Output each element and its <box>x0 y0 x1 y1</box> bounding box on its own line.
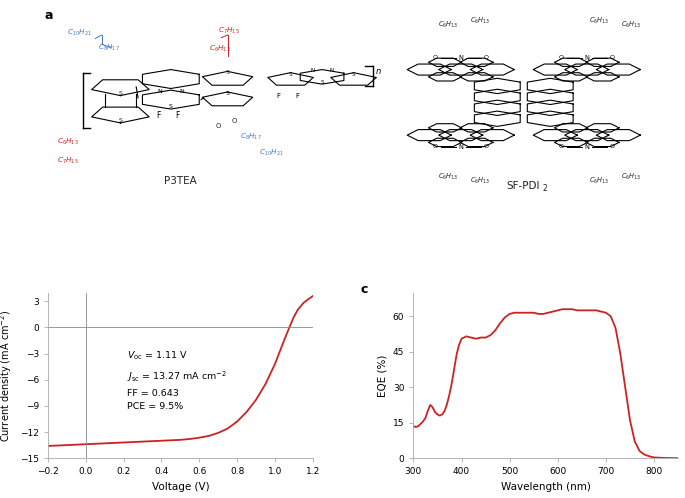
Text: $C_8H_{17}$: $C_8H_{17}$ <box>240 132 262 142</box>
Text: O: O <box>559 55 564 60</box>
Text: O: O <box>433 144 438 149</box>
Text: N: N <box>584 144 589 150</box>
Text: S: S <box>225 91 229 96</box>
Text: O: O <box>484 55 488 60</box>
Text: N: N <box>329 68 334 73</box>
Text: $C_6H_{13}$: $C_6H_{13}$ <box>469 16 490 26</box>
Text: $C_6H_{13}$: $C_6H_{13}$ <box>438 172 458 182</box>
Text: O: O <box>433 55 438 60</box>
X-axis label: Voltage (V): Voltage (V) <box>151 482 209 492</box>
Text: O: O <box>610 55 614 60</box>
Text: S: S <box>352 72 356 77</box>
Text: S: S <box>169 105 173 110</box>
Text: S: S <box>289 72 292 77</box>
Text: O: O <box>484 144 488 149</box>
Text: O: O <box>215 123 221 129</box>
Text: $C_6H_{13}$: $C_6H_{13}$ <box>589 16 610 26</box>
Text: $C_6H_{13}$: $C_6H_{13}$ <box>438 20 458 30</box>
Text: N: N <box>157 90 162 95</box>
Text: 2: 2 <box>543 184 547 193</box>
Text: $C_6H_{13}$: $C_6H_{13}$ <box>621 172 641 182</box>
Text: $C_6H_{13}$: $C_6H_{13}$ <box>209 43 231 54</box>
Text: S: S <box>119 91 123 96</box>
Text: $C_6H_{13}$: $C_6H_{13}$ <box>621 20 641 30</box>
Text: F: F <box>175 112 179 121</box>
Text: $C_{10}H_{21}$: $C_{10}H_{21}$ <box>67 28 92 38</box>
Text: N: N <box>310 68 314 73</box>
Text: a: a <box>45 9 53 22</box>
Text: S: S <box>321 80 324 85</box>
Text: n: n <box>375 67 381 76</box>
Text: SF-PDI: SF-PDI <box>506 181 540 191</box>
Y-axis label: EQE (%): EQE (%) <box>377 354 387 396</box>
Text: c: c <box>360 283 368 296</box>
Text: O: O <box>559 144 564 149</box>
Text: F: F <box>276 93 280 99</box>
Text: $C_7H_{15}$: $C_7H_{15}$ <box>218 26 240 36</box>
Text: N: N <box>458 144 463 150</box>
Text: O: O <box>610 144 614 149</box>
Text: $C_6H_{13}$: $C_6H_{13}$ <box>589 175 610 186</box>
Text: P3TEA: P3TEA <box>164 176 197 186</box>
Text: S: S <box>225 70 229 75</box>
Text: N: N <box>584 55 589 61</box>
Text: O: O <box>231 119 236 124</box>
X-axis label: Wavelength (nm): Wavelength (nm) <box>501 482 590 492</box>
Text: $C_6H_{13}$: $C_6H_{13}$ <box>58 136 79 146</box>
Text: S: S <box>119 118 123 123</box>
Text: N: N <box>458 55 463 61</box>
Text: F: F <box>156 112 160 121</box>
Text: N: N <box>179 90 184 95</box>
Text: $C_{10}H_{21}$: $C_{10}H_{21}$ <box>259 148 284 158</box>
Text: $C_6H_{13}$: $C_6H_{13}$ <box>469 175 490 186</box>
Text: $C_7H_{15}$: $C_7H_{15}$ <box>58 155 79 166</box>
Text: $C_8H_{17}$: $C_8H_{17}$ <box>99 43 121 53</box>
Text: F: F <box>295 93 299 99</box>
Y-axis label: Current density (mA cm$^{-2}$): Current density (mA cm$^{-2}$) <box>0 309 14 442</box>
Text: $V_{\mathrm{oc}}$ = 1.11 V
$J_{\mathrm{sc}}$ = 13.27 mA cm$^{-2}$
FF = 0.643
PCE: $V_{\mathrm{oc}}$ = 1.11 V $J_{\mathrm{s… <box>127 349 227 411</box>
